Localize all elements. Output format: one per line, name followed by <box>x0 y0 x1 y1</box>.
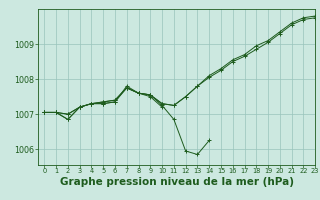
X-axis label: Graphe pression niveau de la mer (hPa): Graphe pression niveau de la mer (hPa) <box>60 177 294 187</box>
